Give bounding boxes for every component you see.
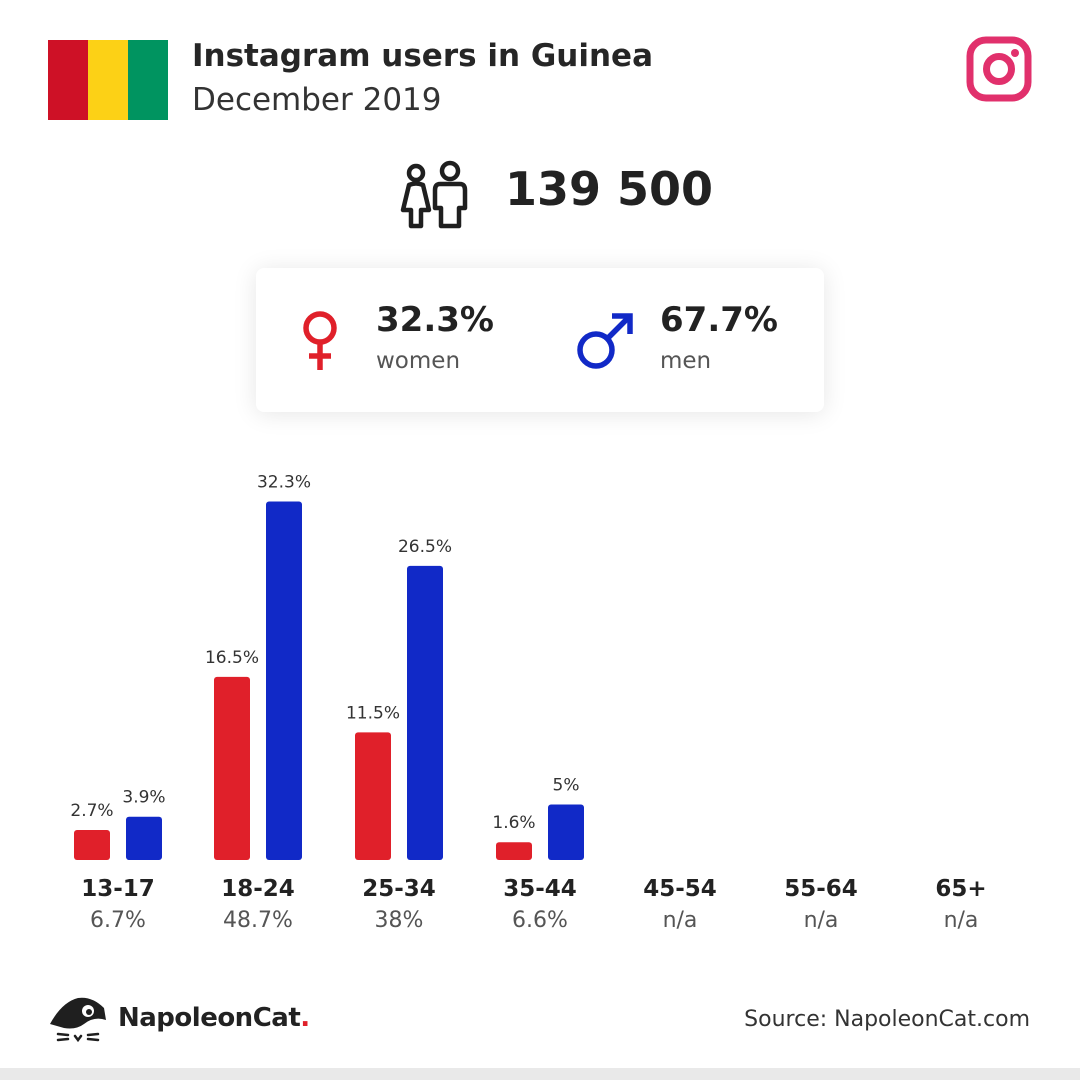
age-group-25-34: 25-34 38% [329,876,469,933]
age-group-label: 25-34 [362,876,436,902]
age-group-total: 6.6% [512,908,568,933]
age-group-45-54: 45-54 n/a [610,876,750,933]
data-label-women-25-34: 11.5% [346,703,400,723]
age-group-label: 65+ [935,876,987,902]
page-subtitle: December 2019 [192,82,442,118]
data-label-men-13-17: 3.9% [122,788,165,808]
men-percent: 67.7% [660,300,778,340]
data-label-women-35-44: 1.6% [492,813,535,833]
age-group-total: 38% [374,908,424,933]
age-group-total: n/a [662,908,698,933]
men-label: men [660,348,712,374]
age-group-label: 45-54 [643,876,717,902]
bar-women-25-34 [355,732,391,860]
users-couple-icon [400,160,468,229]
women-percent: 32.3% [376,300,494,340]
age-group-18-24: 18-24 48.7% [188,876,328,933]
data-label-men-25-34: 26.5% [398,537,452,557]
flag-stripe-yellow [88,40,128,120]
data-label-men-35-44: 5% [553,776,580,796]
age-group-total: n/a [943,908,979,933]
age-group-label: 13-17 [81,876,155,902]
age-group-total: 48.7% [223,908,293,933]
bar-men-35-44 [548,804,584,860]
brand-dot: . [300,1003,310,1033]
male-symbol-icon [577,313,633,369]
age-group-label: 35-44 [503,876,577,902]
bar-men-13-17 [126,816,162,860]
age-group-35-44: 35-44 6.6% [470,876,610,933]
guinea-flag-icon [48,40,168,120]
age-group-label: 55-64 [784,876,858,902]
napoleoncat-brand: NapoleonCat. [118,1003,310,1033]
age-group-65+: 65+ n/a [891,876,1031,933]
age-group-13-17: 13-17 6.7% [48,876,188,933]
data-label-women-13-17: 2.7% [70,801,113,821]
data-label-men-18-24: 32.3% [257,472,311,492]
age-group-total: n/a [803,908,839,933]
instagram-icon [966,36,1032,102]
age-gender-bar-chart: 2.7% 16.5% 11.5% 1.6% 3.9% 32.3% 26.5% 5% [70,472,584,860]
age-group-total: 6.7% [90,908,146,933]
data-label-women-18-24: 16.5% [205,648,259,668]
age-group-label: 18-24 [221,876,295,902]
bar-men-25-34 [407,565,443,860]
napoleoncat-logo-icon [50,997,106,1043]
women-label: women [376,348,461,374]
bar-women-13-17 [74,830,110,860]
age-group-55-64: 55-64 n/a [751,876,891,933]
bar-women-18-24 [214,676,250,860]
bar-men-18-24 [266,501,302,860]
brand-name: NapoleonCat [118,1003,301,1033]
bar-women-35-44 [496,842,532,860]
flag-stripe-green [128,40,168,120]
flag-stripe-red [48,40,88,120]
total-users-value: 139 500 [505,162,714,216]
female-symbol-icon [303,311,337,370]
source-credit: Source: NapoleonCat.com [744,1007,1030,1032]
footer-band [0,1068,1080,1080]
gender-split-card [256,268,824,412]
page-title: Instagram users in Guinea [192,38,654,74]
